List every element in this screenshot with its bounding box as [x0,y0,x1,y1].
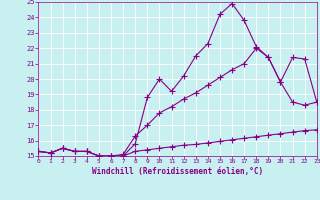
X-axis label: Windchill (Refroidissement éolien,°C): Windchill (Refroidissement éolien,°C) [92,167,263,176]
